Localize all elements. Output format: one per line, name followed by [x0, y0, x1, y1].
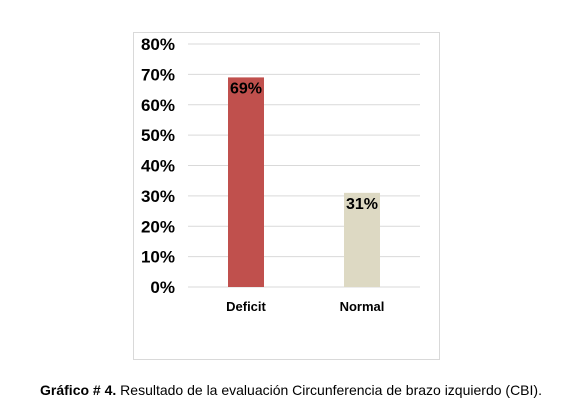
y-tick-label: 30% — [141, 187, 175, 206]
y-tick-label: 80% — [141, 35, 175, 54]
caption-text: Resultado de la evaluación Circunferenci… — [116, 382, 542, 398]
x-tick-label: Deficit — [226, 299, 266, 314]
data-label: 31% — [346, 196, 378, 213]
y-tick-label: 0% — [150, 278, 175, 297]
y-tick-label: 60% — [141, 96, 175, 115]
bar-chart: 0% 10% 20% 30% 40% 50% 60% 70% 80% 69% Deficit 31% N… — [141, 35, 420, 314]
y-tick-label: 20% — [141, 217, 175, 236]
y-tick-label: 10% — [141, 248, 175, 267]
caption-label: Gráfico # 4. — [40, 382, 117, 398]
bar-normal — [344, 192, 380, 287]
y-tick-label: 50% — [141, 126, 175, 145]
data-label: 69% — [230, 80, 262, 97]
y-tick-label: 40% — [141, 157, 175, 176]
x-tick-label: Normal — [340, 299, 385, 314]
figure-caption: Gráfico # 4. Resultado de la evaluación … — [0, 382, 582, 398]
y-tick-label: 70% — [141, 65, 175, 84]
bar-deficit — [228, 77, 264, 287]
